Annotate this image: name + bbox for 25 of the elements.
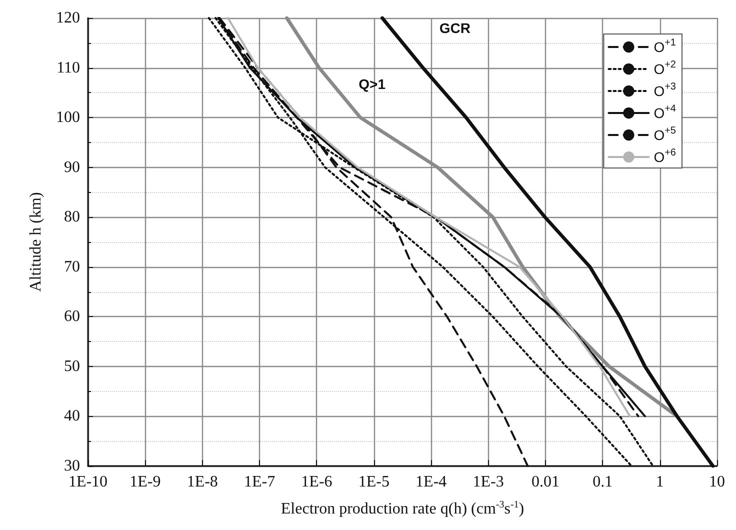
x-tick-label: 1E-7 <box>244 474 276 490</box>
y-tick-label: 80 <box>64 208 80 226</box>
y-axis-title: Altitude h (km) <box>28 192 44 292</box>
annotation: Q>1 <box>358 76 386 92</box>
y-tick-label: 70 <box>64 258 80 276</box>
x-tick-label: 1E-8 <box>186 474 218 490</box>
x-tick-label: 1E-4 <box>416 474 447 490</box>
x-tick-label: 1E-5 <box>358 474 390 490</box>
y-tick-label: 100 <box>56 109 80 126</box>
y-tick-label: 40 <box>64 408 80 425</box>
y-tick-label: 110 <box>56 59 80 76</box>
x-tick-label: 1E-3 <box>472 474 504 490</box>
y-tick-label: 120 <box>56 10 80 26</box>
x-tick-label: 0.1 <box>592 474 613 490</box>
x-tick-label: 1 <box>656 474 664 490</box>
x-tick-label: 1E-9 <box>130 474 161 490</box>
x-tick-label: 1E-10 <box>68 474 108 490</box>
y-tick-label: 30 <box>64 458 80 474</box>
x-tick-label: 0.01 <box>531 474 560 490</box>
y-tick-label: 90 <box>64 158 80 176</box>
y-tick-label: 50 <box>64 358 80 375</box>
annotation: GCR <box>439 20 470 36</box>
y-tick-label: 60 <box>64 308 80 326</box>
x-tick-label: 1E-6 <box>301 474 332 490</box>
x-tick-label: 10 <box>709 474 725 490</box>
